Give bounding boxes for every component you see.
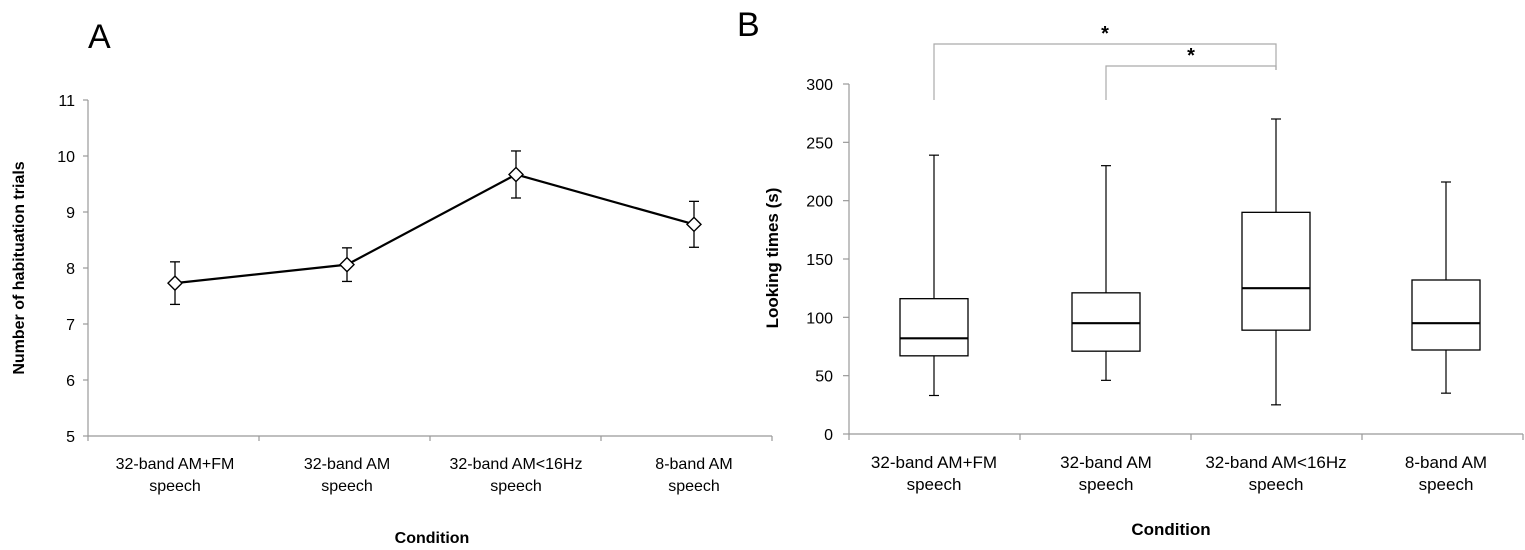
y-tick-label: 9 [66, 205, 75, 222]
box [1411, 279, 1481, 351]
y-axis-title: Number of habituation trials [11, 161, 28, 374]
panel-a-line-chart: A 5 6 7 8 9 10 11 32-band AM+FM speech 32-band AM s… [11, 18, 773, 547]
y-tick-label: 8 [66, 261, 75, 278]
series-line [174, 173, 695, 285]
y-tick-label: 10 [57, 149, 75, 166]
data-point [508, 166, 524, 183]
x-tick-label: speech [668, 478, 720, 495]
y-axis-title: Looking times (s) [763, 188, 782, 329]
y-tick-label: 250 [806, 135, 833, 152]
y-tick-label: 0 [824, 427, 833, 444]
x-tick-label: 32-band AM<16Hz [1205, 453, 1346, 472]
x-tick-label: speech [490, 478, 542, 495]
panel-a-label: A [88, 18, 111, 56]
y-tick-label: 200 [806, 194, 833, 211]
y-tick-label: 7 [66, 317, 75, 334]
box [1071, 292, 1141, 352]
y-tick-label: 100 [806, 310, 833, 327]
x-tick-label: 8-band AM [655, 456, 732, 473]
box [1241, 211, 1311, 331]
x-tick-label: 32-band AM [304, 456, 390, 473]
x-axis-title: Condition [395, 530, 470, 547]
box [899, 298, 969, 357]
significance-star: * [1187, 45, 1195, 67]
x-tick-label: speech [1079, 475, 1134, 494]
y-tick-label: 5 [66, 429, 75, 446]
y-tick-label: 50 [815, 369, 833, 386]
data-point [167, 275, 183, 292]
x-tick-label: speech [321, 478, 373, 495]
significance-star: * [1101, 23, 1109, 45]
y-tick-label: 300 [806, 77, 833, 94]
x-tick-label: 32-band AM<16Hz [450, 456, 583, 473]
x-tick-label: 8-band AM [1405, 453, 1487, 472]
x-tick-label: speech [1419, 475, 1474, 494]
y-tick-label: 6 [66, 373, 75, 390]
data-point [686, 216, 702, 233]
x-axis-title: Condition [1131, 520, 1210, 539]
data-point [339, 256, 355, 273]
x-tick-label: speech [1249, 475, 1304, 494]
x-tick-label: speech [907, 475, 962, 494]
y-tick-label: 150 [806, 252, 833, 269]
x-tick-label: 32-band AM+FM [116, 456, 235, 473]
x-tick-label: 32-band AM [1060, 453, 1152, 472]
x-tick-label: 32-band AM+FM [871, 453, 997, 472]
panel-b-box-plot: B 0 50 100 150 200 250 300 32-band AM+FM speech 32… [737, 6, 1524, 539]
y-tick-label: 11 [58, 93, 75, 110]
panel-b-label: B [737, 6, 760, 44]
significance-bracket [933, 43, 1277, 100]
significance-bracket [1105, 65, 1277, 100]
x-tick-label: speech [149, 478, 201, 495]
